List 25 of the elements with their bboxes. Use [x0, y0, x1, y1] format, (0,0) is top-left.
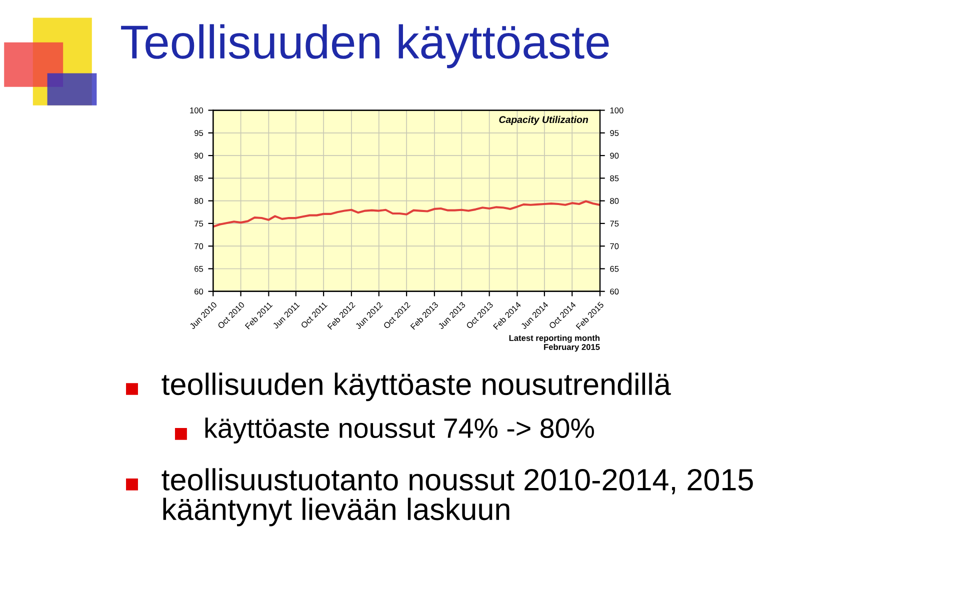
- text: Capacity Utilization: [499, 116, 588, 125]
- text: Latest reporting month February 2015: [509, 334, 600, 352]
- y2-tick-label: 60: [610, 288, 619, 294]
- chart-title: Teollisuuden käyttöaste: [121, 24, 609, 68]
- y2-tick-label: 90: [610, 152, 619, 159]
- y-tick-label: 60: [194, 288, 204, 294]
- y2-tick-label: 70: [610, 243, 619, 250]
- y-tick-label: 70: [194, 243, 204, 250]
- y-tick-label: 75: [194, 220, 204, 227]
- text: teollisuuden käyttöaste nousutrendillä: [162, 372, 671, 402]
- y-tick-label: 90: [194, 152, 204, 159]
- text: käyttöaste noussut 74% -> 80%: [205, 418, 594, 444]
- y-tick-label: 85: [194, 175, 204, 182]
- y2-tick-label: 80: [610, 198, 619, 204]
- y2-tick-label: 100: [610, 107, 624, 114]
- y-tick-label: 95: [194, 130, 204, 136]
- text: teollisuustuotanto noussut 2010-2014, 2015 kääntynyt lievään laskuun: [162, 468, 753, 526]
- y-tick-label: 80: [194, 198, 204, 204]
- y2-tick-label: 65: [610, 266, 619, 272]
- y2-tick-label: 85: [610, 175, 619, 182]
- y2-tick-label: 95: [610, 130, 619, 136]
- y2-tick-label: 75: [610, 220, 619, 227]
- line-series: [213, 200, 600, 228]
- y-tick-label: 65: [194, 266, 204, 272]
- y-tick-label: 100: [190, 107, 204, 114]
